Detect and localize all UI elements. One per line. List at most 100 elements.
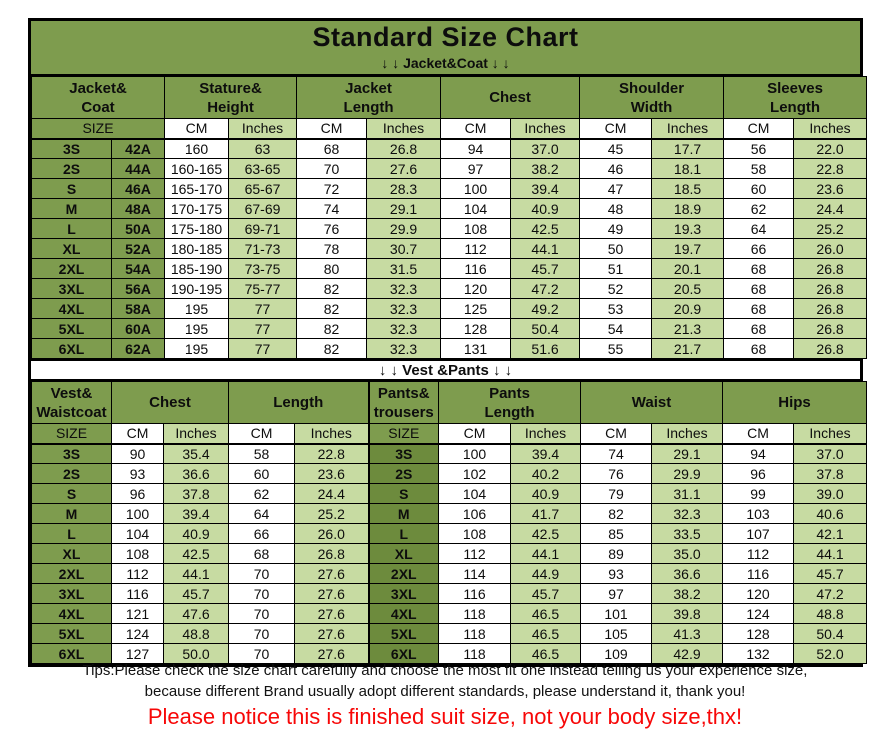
jacket-units-header-row: SIZE CM Inches CM Inches CM Inches CM In…: [30, 118, 868, 140]
size-label-cell: 5XL: [31, 623, 112, 644]
jacket-coat-table: Jacket& Coat Stature& Height Jacket Leng…: [30, 76, 868, 359]
measurement-cell: 41.3: [650, 623, 724, 644]
column-header-size: SIZE: [30, 118, 166, 140]
column-group-hips: Hips: [722, 381, 868, 424]
size-label-cell: 56A: [110, 278, 166, 299]
measurement-cell: 47.2: [510, 278, 581, 299]
column-header-inches: Inches: [510, 423, 581, 445]
column-group-shoulder-width: Shoulder Width: [579, 76, 725, 119]
measurement-cell: 85: [580, 523, 652, 544]
column-header-inches: Inches: [510, 118, 581, 140]
measurement-cell: 73-75: [228, 258, 298, 279]
measurement-cell: 76: [580, 463, 652, 484]
measurement-cell: 50.0: [163, 643, 229, 664]
size-row: M 48A 170-175 67-69 74 29.1 104 40.9 48 18.9 62 24.…: [31, 198, 868, 219]
measurement-cell: 40.9: [163, 523, 229, 544]
tips-line-2: because different Brand usually adopt di…: [144, 683, 746, 700]
measurement-cell: 42.5: [510, 523, 581, 544]
column-header-cm: CM: [111, 423, 164, 445]
measurement-cell: 28.3: [366, 178, 442, 199]
measurement-cell: 20.5: [651, 278, 725, 299]
size-label-cell: 2S: [367, 463, 439, 484]
size-label-cell: 2XL: [31, 258, 112, 279]
measurement-cell: 170-175: [164, 198, 230, 219]
size-row: 4XL 58A 195 77 82 32.3 125 49.2 53 20.9 68 26.8: [31, 298, 868, 319]
measurement-cell: 108: [111, 543, 164, 564]
group-label: Length: [770, 98, 821, 116]
size-row: 6XL 127 50.0 70 27.6 6XL 118 46.5 109 42.9 132 52.0: [31, 643, 868, 664]
measurement-cell: 26.8: [793, 318, 868, 339]
measurement-cell: 29.1: [366, 198, 442, 219]
measurement-cell: 114: [438, 563, 511, 584]
measurement-cell: 22.0: [793, 138, 868, 159]
size-row: S 96 37.8 62 24.4 S 104 40.9 79 31.1 99 39.0: [31, 483, 868, 504]
column-group-waist: Waist: [579, 381, 724, 424]
measurement-cell: 125: [440, 298, 512, 319]
measurement-cell: 175-180: [164, 218, 230, 239]
size-label-cell: 4XL: [31, 603, 112, 624]
measurement-cell: 68: [723, 338, 795, 359]
size-label-cell: 48A: [110, 198, 166, 219]
measurement-cell: 45.7: [510, 258, 581, 279]
measurement-cell: 58: [723, 158, 795, 179]
size-row: 2XL 54A 185-190 73-75 80 31.5 116 45.7 51 20.1 68 2…: [31, 258, 868, 279]
size-label-cell: M: [31, 198, 112, 219]
measurement-cell: 42.9: [650, 643, 724, 664]
size-label-cell: 3XL: [31, 583, 112, 604]
size-label-cell: XL: [31, 543, 112, 564]
measurement-cell: 27.6: [294, 563, 369, 584]
group-label: Waist: [631, 394, 672, 411]
measurement-cell: 52.0: [793, 643, 868, 664]
size-label-cell: 2S: [31, 463, 112, 484]
column-header-inches: Inches: [228, 118, 298, 140]
measurement-cell: 46.5: [510, 643, 581, 664]
measurement-cell: 62: [228, 483, 295, 504]
measurement-cell: 35.4: [163, 443, 229, 464]
size-label-cell: L: [367, 523, 439, 544]
measurement-cell: 26.8: [793, 338, 868, 359]
group-label: Length: [273, 394, 324, 411]
measurement-cell: 195: [164, 298, 230, 319]
column-header-cm: CM: [164, 118, 230, 140]
size-label-cell: 6XL: [367, 643, 439, 664]
column-header-cm: CM: [580, 423, 652, 445]
measurement-cell: 195: [164, 338, 230, 359]
measurement-cell: 118: [438, 643, 511, 664]
measurement-cell: 60: [723, 178, 795, 199]
measurement-cell: 23.6: [294, 463, 369, 484]
column-header-cm: CM: [722, 423, 795, 445]
size-row: 6XL 62A 195 77 82 32.3 131 51.6 55 21.7 68 26.8: [31, 338, 868, 359]
size-label-cell: 3S: [31, 138, 112, 159]
measurement-cell: 37.0: [510, 138, 581, 159]
measurement-cell: 45: [579, 138, 653, 159]
measurement-cell: 82: [296, 298, 368, 319]
measurement-cell: 51: [579, 258, 653, 279]
measurement-cell: 19.7: [651, 238, 725, 259]
column-header-cm: CM: [228, 423, 295, 445]
size-label-cell: M: [31, 503, 112, 524]
size-label-cell: 54A: [110, 258, 166, 279]
size-label-cell: 46A: [110, 178, 166, 199]
measurement-cell: 118: [438, 603, 511, 624]
measurement-cell: 121: [111, 603, 164, 624]
size-row: 2S 93 36.6 60 23.6 2S 102 40.2 76 29.9 96 37.8: [31, 463, 868, 484]
measurement-cell: 124: [722, 603, 795, 624]
measurement-cell: 46: [579, 158, 653, 179]
size-row: L 50A 175-180 69-71 76 29.9 108 42.5 49 19.3 64 25.…: [31, 218, 868, 239]
measurement-cell: 37.8: [163, 483, 229, 504]
measurement-cell: 112: [722, 543, 795, 564]
size-row: L 104 40.9 66 26.0 L 108 42.5 85 33.5 107 42.1: [31, 523, 868, 544]
size-label-cell: 2XL: [31, 563, 112, 584]
size-label-cell: 2S: [31, 158, 112, 179]
size-row: 4XL 121 47.6 70 27.6 4XL 118 46.5 101 39.8 124 48.8: [31, 603, 868, 624]
measurement-cell: 22.8: [793, 158, 868, 179]
size-label-cell: 62A: [110, 338, 166, 359]
measurement-cell: 116: [722, 563, 795, 584]
measurement-cell: 44.1: [510, 543, 581, 564]
measurement-cell: 36.6: [163, 463, 229, 484]
measurement-cell: 101: [580, 603, 652, 624]
size-row: 3S 90 35.4 58 22.8 3S 100 39.4 74 29.1 94 37.0: [31, 443, 868, 464]
vest-section-label: ↓ ↓ Vest &Pants ↓ ↓: [31, 359, 860, 381]
measurement-cell: 37.8: [793, 463, 868, 484]
column-header-cm: CM: [723, 118, 795, 140]
